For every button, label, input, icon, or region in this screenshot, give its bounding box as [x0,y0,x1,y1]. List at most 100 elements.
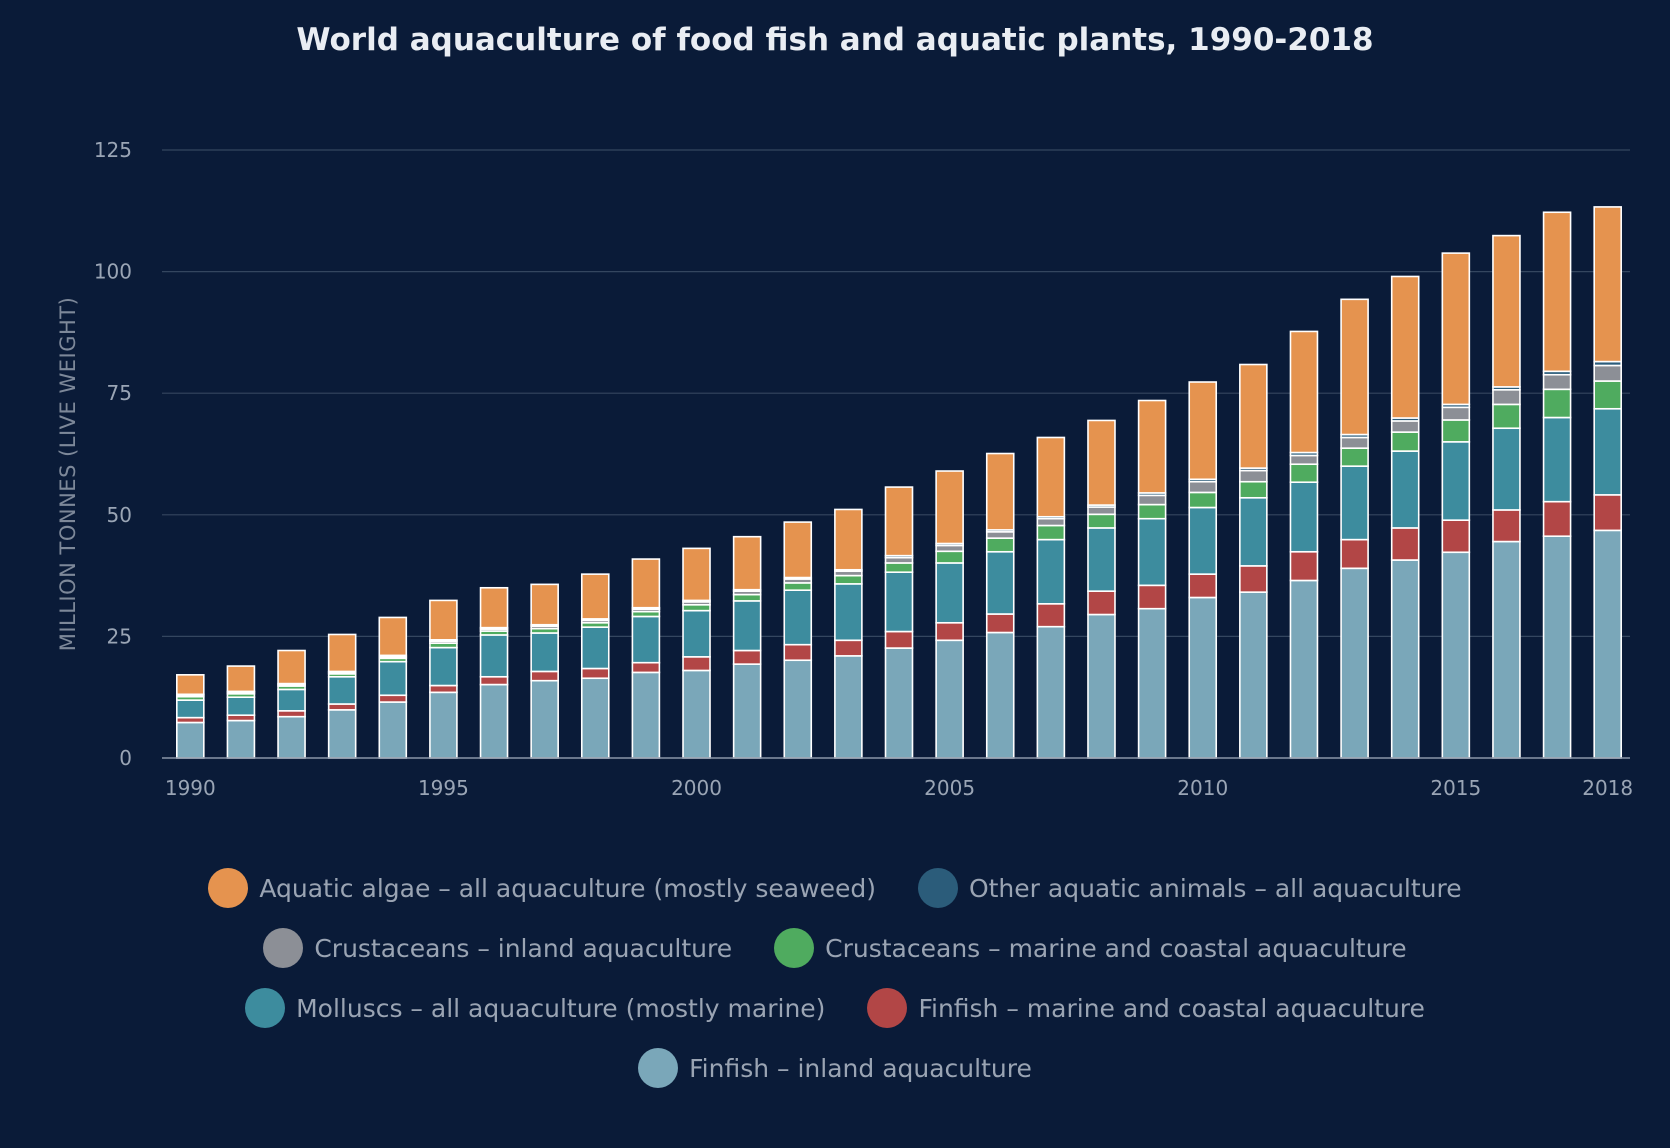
bar-segment [1036,603,1066,628]
bar-segment [631,615,661,664]
bar-segment [378,701,408,759]
bar-segment [1087,613,1116,759]
bar-segment [1390,527,1420,561]
legend-label: Molluscs – all aquaculture (mostly marin… [296,993,826,1023]
bar-segment [985,631,1015,759]
bar-segment [176,721,205,759]
y-tick-label: 100 [94,260,132,284]
bar-segment [1087,506,1116,516]
legend-label: Finfish – inland aquaculture [689,1053,1032,1083]
bar-segment [226,719,256,759]
bar-segment [277,710,306,718]
bar-segment [1593,206,1622,363]
bar-segment [1188,596,1218,759]
bar-segment [226,714,256,722]
legend-row: Crustaceans – inland aquaculture Crustace… [263,928,1407,968]
legend-item[interactable]: Crustaceans – inland aquaculture [263,928,732,968]
bar-segment [1289,454,1319,466]
bar-segment [277,649,306,685]
bar-segment [834,574,863,585]
legend-item[interactable]: Molluscs – all aquaculture (mostly marin… [245,988,825,1028]
bar-segment [1137,607,1167,759]
bar-segment [1390,275,1420,419]
bar-segment [479,675,509,686]
legend-row: Finfish – inland aquaculture [638,1048,1032,1088]
bar-segment [378,694,408,703]
bar-segment [1593,494,1622,532]
legend-row: Molluscs – all aquaculture (mostly marin… [245,988,1425,1028]
bar-segment [1188,506,1218,575]
bar-segment [834,508,863,571]
legend-item[interactable]: Other aquatic animals – all aquaculture [917,868,1462,908]
bar-segment [1542,211,1572,373]
bar-segment [530,632,559,673]
bar-segment [834,639,863,657]
bar-segment [1340,465,1369,541]
bar-segment [1441,441,1471,521]
bar-segment [884,647,914,759]
bar-segment [226,696,256,716]
legend-label: Crustaceans – marine and coastal aquacul… [825,933,1407,963]
bar-segment [985,537,1015,553]
bar-segment [176,674,205,696]
bar-segment [682,669,711,759]
bar-segment [1593,529,1622,759]
bar-segment [1492,509,1521,543]
bar-segment [580,626,610,670]
bar-segment [1036,524,1066,541]
bar-segment [1492,234,1521,388]
bar-segment [1239,469,1268,483]
bar-segment [783,643,813,662]
bar-segment [1239,363,1268,469]
legend-item[interactable]: Finfish – inland aquaculture [638,1048,1032,1088]
bar-segment [1036,538,1066,605]
bar-segment [985,452,1015,531]
x-tick-label: 2010 [1177,776,1228,800]
bar-segment [1188,381,1218,481]
bar-segment [1340,538,1369,570]
bar-segment [935,621,964,642]
bar-segment [1593,364,1622,382]
bar-segment [378,616,408,657]
bar-segment [580,677,610,759]
bar-segment [1036,436,1066,518]
bar-segment [935,470,964,545]
bar-segment [1188,573,1218,599]
bar-segment [1542,535,1572,759]
legend-label: Finfish – marine and coastal aquaculture [918,993,1425,1023]
legend-item[interactable]: Finfish – marine and coastal aquaculture [867,988,1425,1028]
bar-segment [783,589,813,646]
bar-segment [1289,330,1319,454]
bar-segment [1542,500,1572,538]
legend-item[interactable]: Crustaceans – marine and coastal aquacul… [774,928,1407,968]
bar-segment [1087,527,1116,592]
x-tick-label: 2015 [1430,776,1481,800]
legend-label: Other aquatic animals – all aquaculture [968,873,1462,903]
bar-segment [1593,407,1622,496]
bar-segment [1492,403,1521,430]
legend-row: Aquatic algae – all aquaculture (mostly … [208,868,1462,908]
bar-segment [1340,298,1369,436]
bar-segment [631,671,661,759]
bar-segment [631,558,661,609]
bar-segment [1390,450,1420,529]
legend-item[interactable]: Aquatic algae – all aquaculture (mostly … [208,868,876,908]
bar-segment [682,656,711,672]
bar-segment [1188,480,1218,494]
bar-segment [429,599,458,641]
bar-segment [1390,559,1420,759]
bar-segment [1441,519,1471,554]
bar-segment [1542,416,1572,503]
bar-segment [277,715,306,759]
bar-segment [176,699,205,719]
bar-segment [732,663,762,759]
bar-segment [1390,431,1420,452]
bar-segment [1542,373,1572,391]
bar-segment [530,670,559,682]
bar-segment [1492,388,1521,406]
bar-segment [1289,550,1319,582]
x-tick-label: 1995 [418,776,469,800]
bar-segment [580,667,610,680]
legend-swatch [638,1048,679,1088]
bar-segment [429,684,458,694]
